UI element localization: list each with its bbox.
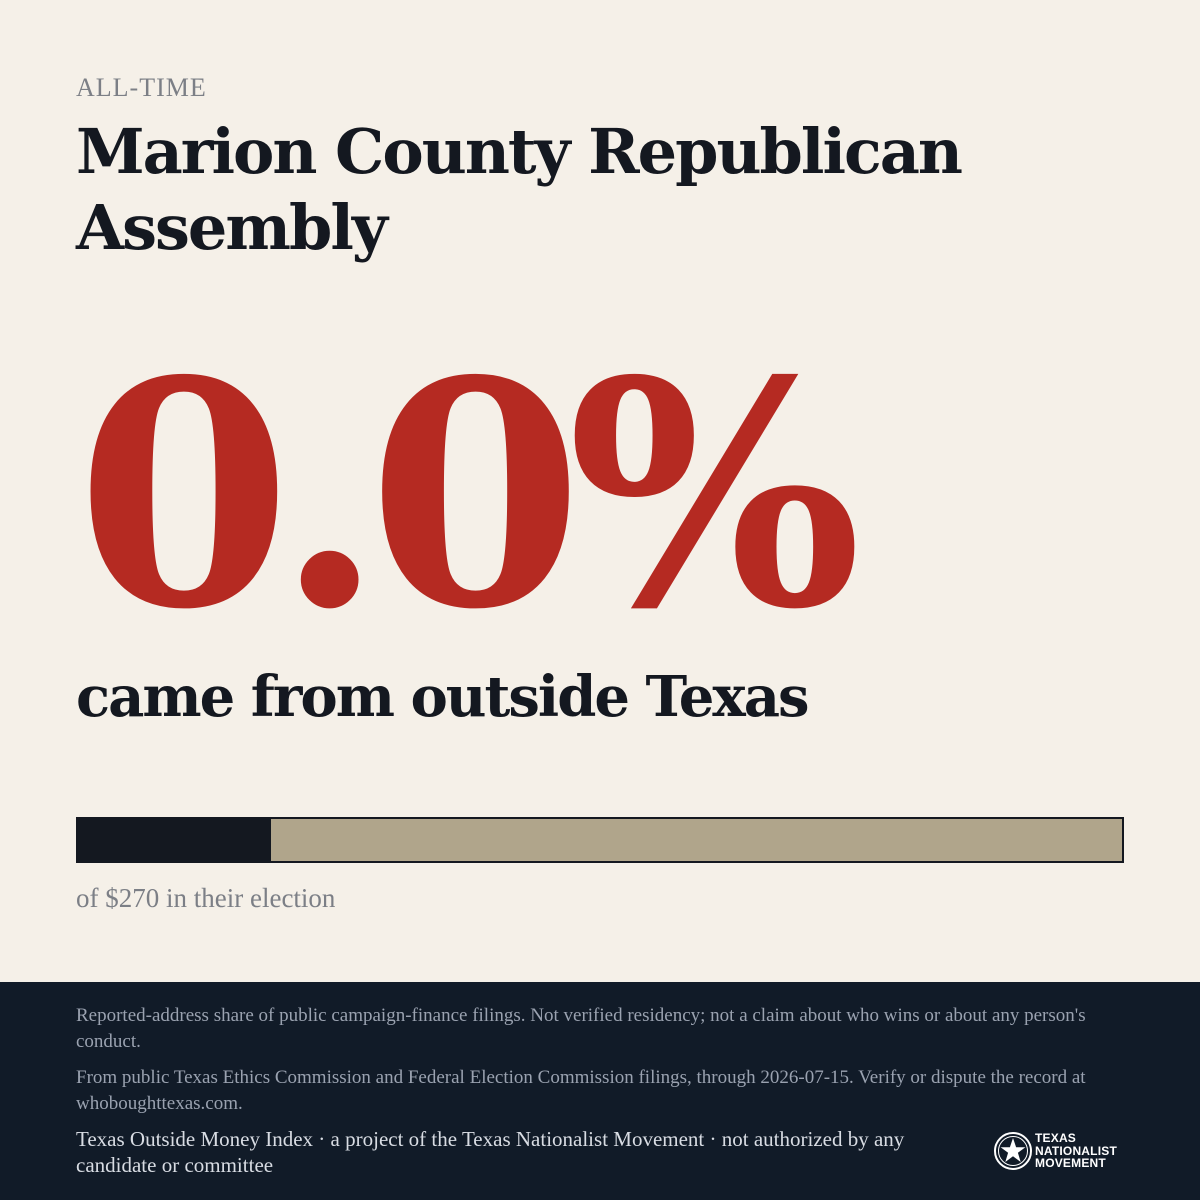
tnm-wordmark-line2: NATIONALIST	[1035, 1143, 1117, 1158]
share-bar	[76, 817, 1124, 863]
footer-credit: Texas Outside Money Index · a project of…	[76, 1127, 905, 1177]
tnm-wordmark-line3: MOVEMENT	[1035, 1156, 1106, 1170]
share-description: came from outside Texas	[76, 664, 810, 730]
tnm-logo: TEXAS NATIONALIST MOVEMENT	[993, 1130, 1125, 1174]
footer-disclaimer: Reported-address share of public campaig…	[76, 1005, 1086, 1052]
total-raised-caption: of $270 in their election	[76, 883, 336, 913]
main-panel: ALL-TIME Marion County Republican Assemb…	[76, 73, 1124, 913]
share-bar-fill	[78, 819, 272, 861]
period-label: ALL-TIME	[76, 73, 207, 102]
tnm-wordmark: TEXAS NATIONALIST MOVEMENT	[1035, 1132, 1117, 1170]
tnm-wordmark-line1: TEXAS	[1035, 1131, 1077, 1145]
outside-share-percent: 0.0%	[76, 314, 862, 678]
committee-title: Marion County Republican Assembly	[76, 115, 963, 264]
footer-source: From public Texas Ethics Commission and …	[76, 1067, 1086, 1114]
tnm-star-seal-icon	[994, 1132, 1032, 1170]
